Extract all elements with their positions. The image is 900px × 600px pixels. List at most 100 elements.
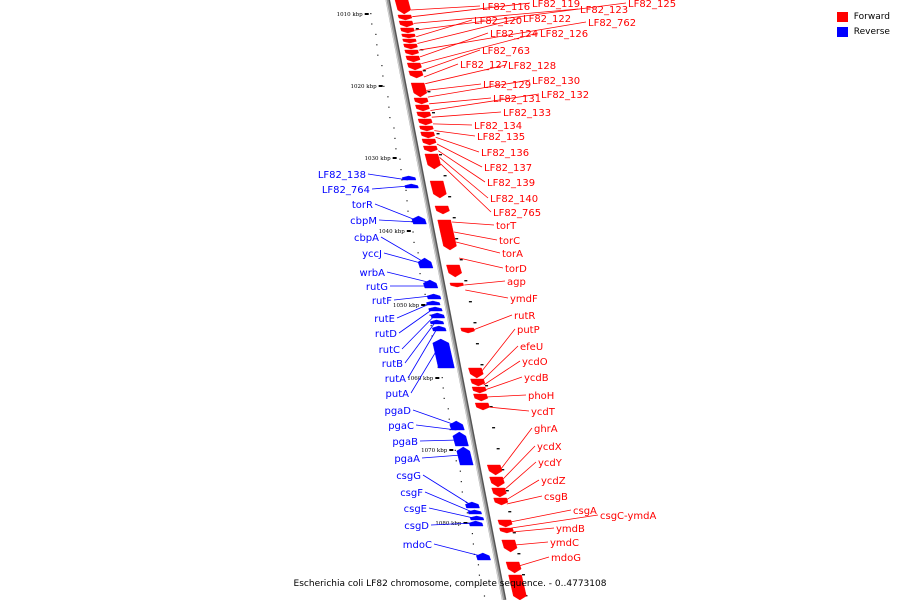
reverse-gene-arrow bbox=[452, 431, 469, 447]
forward-gene-arrow bbox=[404, 49, 419, 56]
minor-tick bbox=[489, 406, 493, 408]
minor-tick bbox=[400, 169, 402, 171]
reverse-gene-label: pgaD bbox=[384, 406, 411, 417]
minor-tick bbox=[505, 490, 509, 492]
forward-gene-arrow bbox=[408, 70, 424, 79]
backbone-highlight bbox=[385, 0, 503, 600]
forward-swatch bbox=[836, 11, 848, 22]
minor-tick bbox=[417, 252, 419, 254]
forward-leader-line bbox=[419, 32, 489, 58]
reverse-gene-label: rutF bbox=[372, 296, 392, 307]
legend-item-forward: Forward bbox=[836, 9, 890, 24]
reverse-leader-line bbox=[404, 321, 436, 364]
reverse-gene-arrow bbox=[476, 552, 491, 561]
minor-tick bbox=[419, 273, 421, 275]
forward-leader-line bbox=[510, 509, 572, 523]
forward-leader-line bbox=[501, 445, 536, 481]
forward-leader-line bbox=[439, 157, 489, 199]
forward-gene-arrow bbox=[415, 104, 430, 112]
scale-tick-label: 1010 kbp bbox=[337, 12, 364, 18]
forward-leader-line bbox=[425, 64, 507, 85]
forward-leader-line bbox=[472, 314, 513, 331]
forward-gene-label: torD bbox=[505, 264, 527, 275]
reverse-gene-label: rutD bbox=[375, 329, 397, 340]
reverse-leader-line bbox=[424, 491, 473, 513]
reverse-leader-line bbox=[419, 439, 459, 442]
forward-gene-label: csgA bbox=[573, 506, 597, 517]
forward-gene-arrow bbox=[493, 497, 509, 506]
forward-leader-line bbox=[511, 514, 599, 529]
scale-tick-label: 1040 kbp bbox=[379, 229, 406, 235]
minor-tick bbox=[407, 210, 409, 212]
forward-gene-label: csgC-ymdA bbox=[600, 511, 656, 522]
forward-gene-arrow bbox=[397, 14, 413, 21]
reverse-leader-line bbox=[428, 507, 474, 519]
minor-tick bbox=[439, 154, 443, 156]
forward-leader-line bbox=[487, 406, 530, 412]
forward-gene-label: ycdO bbox=[522, 357, 548, 368]
forward-gene-label: ycdB bbox=[524, 373, 549, 384]
forward-leader-line bbox=[423, 63, 459, 78]
reverse-gene-label: rutE bbox=[374, 314, 395, 325]
forward-leader-line bbox=[512, 527, 555, 533]
reverse-leader-line bbox=[380, 236, 425, 263]
minor-tick bbox=[455, 238, 459, 240]
minor-tick bbox=[412, 231, 414, 233]
forward-gene-label: LF82_116 bbox=[482, 2, 530, 13]
minor-tick bbox=[394, 137, 396, 139]
forward-gene-arrow bbox=[424, 153, 442, 170]
forward-leader-line bbox=[427, 79, 531, 98]
forward-gene-label: LF82_137 bbox=[484, 163, 532, 174]
reverse-swatch bbox=[836, 26, 848, 37]
scale-tick bbox=[406, 230, 411, 232]
scale-tick bbox=[449, 449, 454, 451]
forward-gene-arrow bbox=[437, 219, 457, 251]
reverse-gene-label: cbpA bbox=[354, 233, 379, 244]
forward-leader-line bbox=[421, 32, 539, 64]
forward-leader-line bbox=[426, 83, 482, 91]
reverse-leader-line bbox=[415, 424, 457, 431]
forward-leader-line bbox=[458, 257, 504, 269]
forward-gene-label: LF82_120 bbox=[474, 16, 522, 27]
forward-gene-label: LF82_123 bbox=[580, 5, 628, 16]
reverse-gene-arrow bbox=[430, 312, 445, 319]
reverse-gene-arrow bbox=[411, 215, 427, 225]
forward-leader-line bbox=[485, 394, 527, 398]
minor-tick bbox=[370, 13, 372, 15]
reverse-gene-label: rutB bbox=[382, 359, 403, 370]
forward-gene-label: ymdC bbox=[550, 538, 579, 549]
reverse-leader-line bbox=[433, 543, 481, 557]
scale-tick bbox=[463, 522, 468, 524]
forward-gene-arrow bbox=[406, 62, 422, 71]
minor-tick bbox=[383, 85, 385, 87]
reverse-leader-line bbox=[383, 252, 425, 265]
forward-gene-arrow bbox=[413, 97, 429, 105]
minor-tick bbox=[480, 364, 484, 366]
legend: Forward Reverse bbox=[836, 9, 890, 39]
reverse-leader-line bbox=[422, 474, 472, 506]
forward-gene-arrow bbox=[403, 43, 418, 50]
forward-gene-label: LF82_125 bbox=[628, 0, 676, 10]
reverse-gene-arrow bbox=[449, 420, 465, 431]
minor-tick bbox=[501, 469, 505, 471]
forward-gene-label: torA bbox=[502, 249, 523, 260]
minor-tick bbox=[401, 179, 403, 181]
reverse-gene-arrow bbox=[404, 183, 419, 189]
forward-leader-line bbox=[435, 136, 480, 153]
forward-gene-arrow bbox=[470, 378, 486, 387]
forward-gene-label: LF82_124 bbox=[490, 29, 538, 40]
reverse-gene-label: LF82_138 bbox=[318, 170, 366, 181]
forward-leader-line bbox=[506, 495, 543, 505]
forward-gene-label: csgB bbox=[544, 492, 568, 503]
forward-leader-line bbox=[436, 143, 483, 168]
forward-leader-line bbox=[499, 427, 533, 471]
forward-gene-arrow bbox=[410, 82, 428, 98]
reverse-gene-arrow bbox=[468, 520, 484, 527]
forward-gene-arrow bbox=[429, 180, 447, 199]
forward-gene-arrow bbox=[468, 367, 484, 379]
reverse-gene-arrow bbox=[431, 325, 447, 332]
minor-tick bbox=[381, 65, 383, 67]
forward-gene-label: LF82_130 bbox=[532, 76, 580, 87]
forward-gene-arrow bbox=[420, 131, 436, 139]
minor-tick bbox=[425, 304, 427, 306]
